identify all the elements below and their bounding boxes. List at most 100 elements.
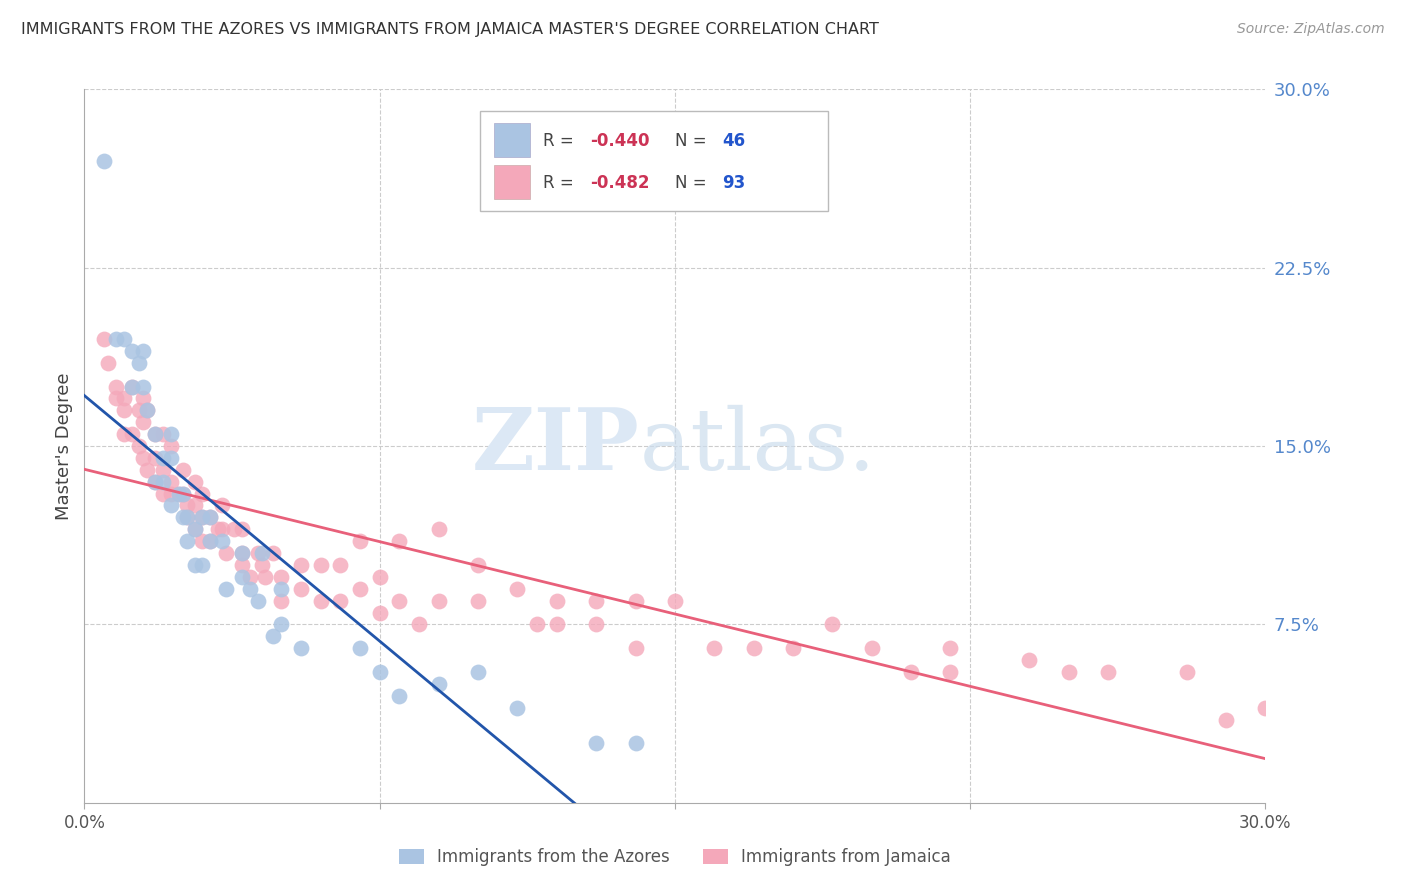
- Point: [821, 617, 844, 632]
- Point: [388, 534, 411, 549]
- Point: [427, 593, 450, 607]
- Point: [262, 629, 284, 643]
- Point: [211, 534, 233, 549]
- Point: [1097, 665, 1119, 679]
- Point: [782, 641, 804, 656]
- Point: [112, 392, 135, 406]
- Point: [467, 558, 489, 572]
- Point: [132, 415, 155, 429]
- Point: [349, 582, 371, 596]
- Point: [183, 475, 205, 489]
- Point: [143, 450, 166, 465]
- Point: [742, 641, 765, 656]
- Point: [183, 558, 205, 572]
- Point: [152, 450, 174, 465]
- Point: [624, 641, 647, 656]
- Point: [191, 510, 214, 524]
- Point: [191, 510, 214, 524]
- Point: [939, 641, 962, 656]
- Point: [467, 593, 489, 607]
- Point: [200, 510, 222, 524]
- Point: [222, 522, 245, 536]
- Point: [128, 439, 150, 453]
- Point: [152, 486, 174, 500]
- Point: [97, 356, 120, 370]
- Point: [388, 689, 411, 703]
- Text: 93: 93: [723, 175, 745, 193]
- Point: [132, 450, 155, 465]
- FancyBboxPatch shape: [494, 123, 530, 157]
- Point: [388, 593, 411, 607]
- Point: [104, 379, 127, 393]
- Point: [939, 665, 962, 679]
- Point: [427, 677, 450, 691]
- Point: [112, 332, 135, 346]
- Point: [112, 403, 135, 417]
- Point: [160, 499, 183, 513]
- Point: [246, 593, 269, 607]
- Point: [290, 558, 312, 572]
- Point: [132, 392, 155, 406]
- Point: [152, 427, 174, 442]
- Point: [467, 665, 489, 679]
- Point: [121, 427, 143, 442]
- Point: [215, 546, 238, 560]
- Point: [368, 570, 391, 584]
- Point: [132, 343, 155, 358]
- Point: [231, 522, 253, 536]
- Point: [254, 570, 277, 584]
- Point: [176, 499, 198, 513]
- Point: [132, 379, 155, 393]
- Point: [239, 582, 262, 596]
- Point: [143, 475, 166, 489]
- Point: [183, 522, 205, 536]
- Point: [121, 379, 143, 393]
- Point: [136, 403, 159, 417]
- Point: [231, 546, 253, 560]
- Point: [506, 582, 529, 596]
- Point: [309, 593, 332, 607]
- Point: [104, 392, 127, 406]
- Point: [104, 332, 127, 346]
- Text: R =: R =: [543, 132, 579, 150]
- Point: [121, 379, 143, 393]
- Point: [546, 593, 568, 607]
- Point: [200, 534, 222, 549]
- Point: [860, 641, 883, 656]
- Text: ZIP: ZIP: [471, 404, 640, 488]
- Point: [143, 427, 166, 442]
- Point: [368, 606, 391, 620]
- Text: atlas.: atlas.: [640, 404, 876, 488]
- Point: [160, 450, 183, 465]
- Point: [176, 534, 198, 549]
- Point: [191, 486, 214, 500]
- Point: [309, 558, 332, 572]
- Point: [152, 463, 174, 477]
- Point: [262, 546, 284, 560]
- Point: [191, 534, 214, 549]
- Point: [329, 558, 352, 572]
- Point: [160, 439, 183, 453]
- Text: N =: N =: [675, 132, 711, 150]
- Point: [211, 522, 233, 536]
- Point: [121, 343, 143, 358]
- Point: [136, 463, 159, 477]
- Point: [1057, 665, 1080, 679]
- Point: [211, 499, 233, 513]
- Y-axis label: Master's Degree: Master's Degree: [55, 372, 73, 520]
- Point: [93, 332, 115, 346]
- Point: [167, 486, 190, 500]
- Point: [585, 593, 607, 607]
- Point: [176, 510, 198, 524]
- Point: [329, 593, 352, 607]
- Point: [200, 510, 222, 524]
- Point: [624, 736, 647, 750]
- Point: [368, 665, 391, 679]
- Legend: Immigrants from the Azores, Immigrants from Jamaica: Immigrants from the Azores, Immigrants f…: [392, 842, 957, 873]
- Text: R =: R =: [543, 175, 579, 193]
- Point: [172, 463, 194, 477]
- Point: [239, 570, 262, 584]
- Point: [290, 582, 312, 596]
- Point: [183, 522, 205, 536]
- Point: [290, 641, 312, 656]
